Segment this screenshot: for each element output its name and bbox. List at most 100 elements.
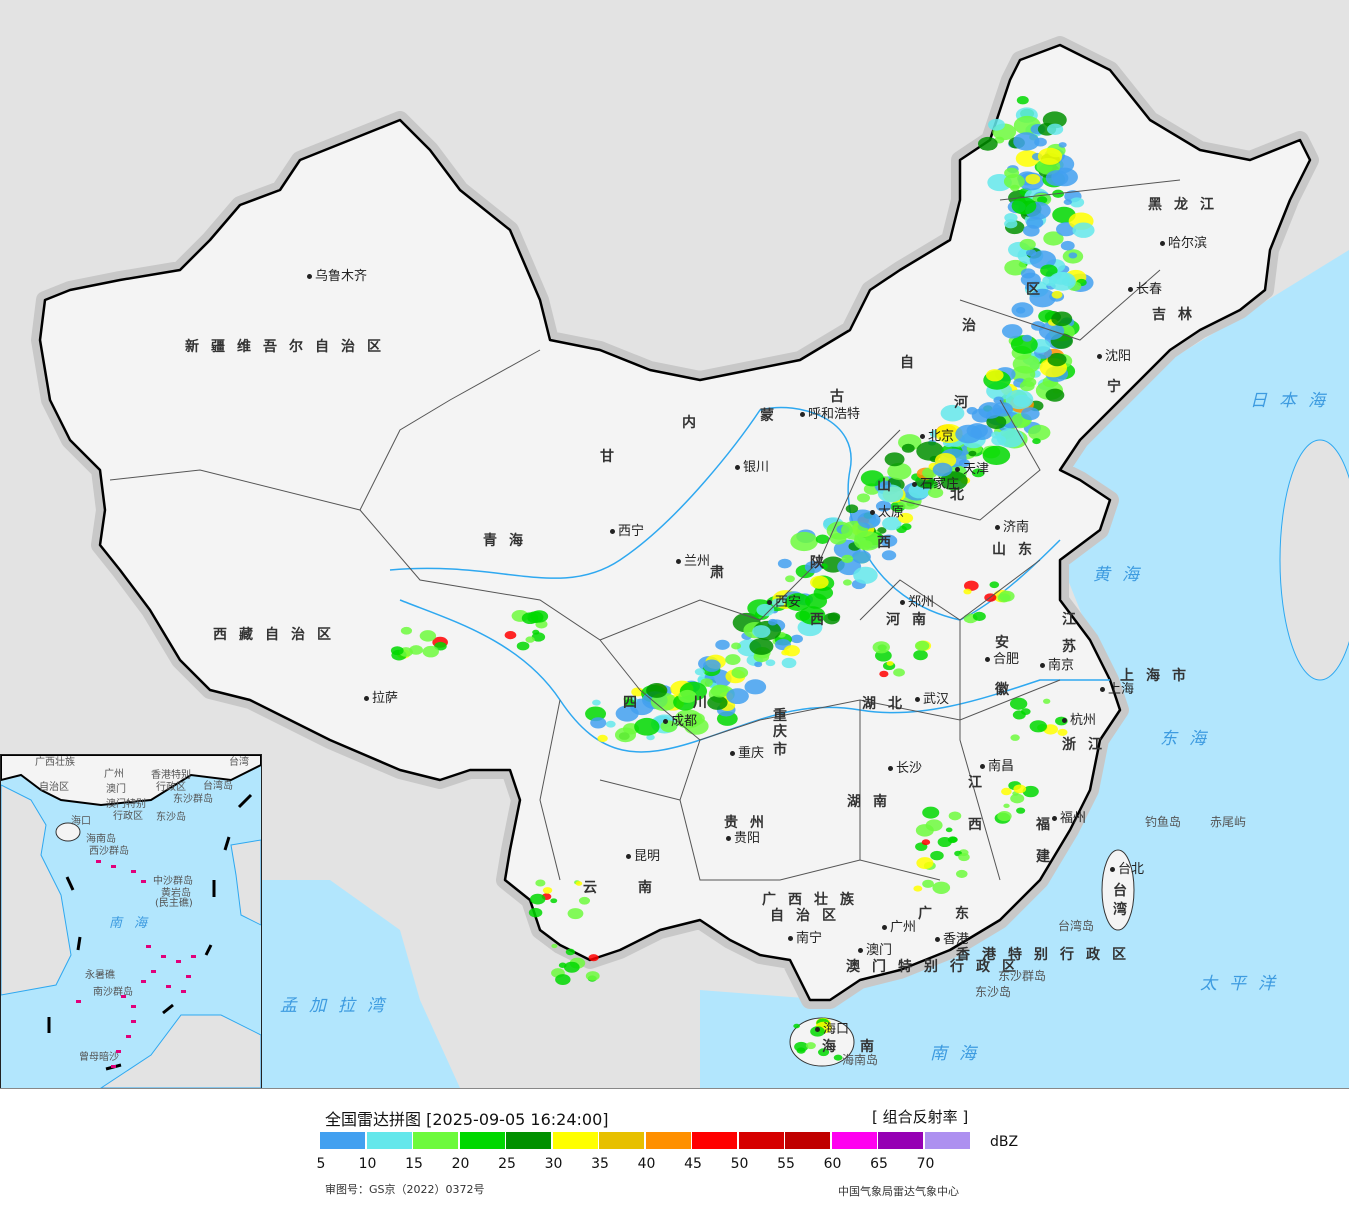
echo-cell [932,881,951,894]
echo-cell [694,668,705,676]
inset-hainan [55,822,81,842]
echo-cell [1011,197,1037,215]
echo-cell [852,550,871,564]
province-label: 山 [877,478,903,494]
echo-cell [525,636,535,643]
echo-cell [646,734,655,741]
echo-cell [925,819,943,832]
city-label: 澳门 [858,944,892,957]
island-label: 钓鱼岛 [1145,815,1182,829]
province-label: 庆 [773,724,799,740]
echo-cell [997,811,1012,822]
echo-cell [963,588,972,595]
echo-cell [564,961,580,973]
color-swatch [924,1132,970,1149]
echo-cell [1029,720,1048,733]
color-swatch [366,1132,412,1149]
echo-cell [700,678,713,687]
province-label: 贵州 [724,815,776,831]
province-label: 台 [1113,883,1139,899]
inset-label: 曾母暗沙 [79,1052,119,1063]
echo-cell [930,850,944,861]
inset-label: 海南岛 [86,834,116,845]
echo-cell [516,641,530,651]
city-label: 天津 [955,463,989,476]
inset-label: 台湾 [229,757,249,768]
province-label: 区 [1026,282,1052,298]
echo-cell [916,441,944,461]
inset-label: 西沙群岛 [89,846,129,857]
echo-cell [550,898,558,904]
islands-and-reefs [76,860,196,1068]
echo-cell [754,661,763,668]
echo-cell [972,611,986,621]
province-label: 青海 [483,533,535,549]
reef-mark [131,870,136,873]
echo-cell [799,606,826,625]
reef-mark [141,880,146,883]
province-borders [109,179,1181,881]
inset-indochina [1,784,72,996]
echo-cell [1013,784,1027,794]
inset-borneo [100,1014,261,1088]
province-label: 陕 [810,555,836,571]
echo-cell [1036,196,1048,204]
echo-cell [966,406,978,415]
echo-cell [725,654,741,665]
echo-cell [422,645,439,658]
echo-cell [922,806,940,819]
province-label: 南 [860,1039,886,1055]
city-label: 北京 [920,430,954,443]
echo-cell [1019,238,1036,251]
echo-cell [827,612,841,622]
echo-cell [1045,170,1069,186]
echo-cell [624,698,635,707]
echo-cell [615,705,639,722]
city-label: 哈尔滨 [1160,237,1207,250]
echo-cell [882,516,902,531]
echo-cell [535,879,546,887]
echo-cell [1051,311,1073,327]
echo-cell [575,881,583,886]
city-label: 广州 [882,921,916,934]
province-label: 西 [810,612,836,628]
echo-cell [940,404,965,422]
echo-cell [634,717,660,736]
sea-label: 东海 [1160,729,1218,749]
echo-cell [945,827,953,833]
sea-label: 日本海 [1250,391,1337,411]
reef-mark [131,1005,136,1008]
echo-cell [872,641,890,654]
echo-cell [932,462,953,477]
echo-cell [833,1054,843,1061]
echo-cell [793,1023,800,1029]
echo-cell [810,575,829,589]
province-label: 海 [822,1039,848,1055]
province-label: 上海市 [1120,668,1198,684]
echo-cell [856,493,870,503]
echo-cell [605,720,616,728]
scale-tick-label: 5 [316,1156,326,1172]
echo-cell [532,629,540,635]
echo-cell [631,687,645,697]
echo-cell [715,639,730,650]
echo-cell [703,659,721,672]
echo-cell [990,431,1002,439]
echo-cell [1034,137,1047,147]
province-label: 河 [954,395,980,411]
reef-mark [76,1000,81,1003]
island-label: 东沙岛 [975,985,1012,999]
echo-cell [948,811,962,821]
province-label: 川 [693,695,719,711]
province-label: 内 [682,415,708,431]
echo-cell [1060,240,1075,251]
japan-land [1279,439,1349,681]
color-swatch [878,1132,923,1149]
echo-cell [977,136,998,151]
city-label: 石家庄 [912,478,959,491]
reef-mark [146,945,151,948]
province-label: 四 [623,695,649,711]
echo-cell [1037,147,1063,165]
echo-cell [1025,173,1041,185]
echo-cell [805,1042,816,1050]
